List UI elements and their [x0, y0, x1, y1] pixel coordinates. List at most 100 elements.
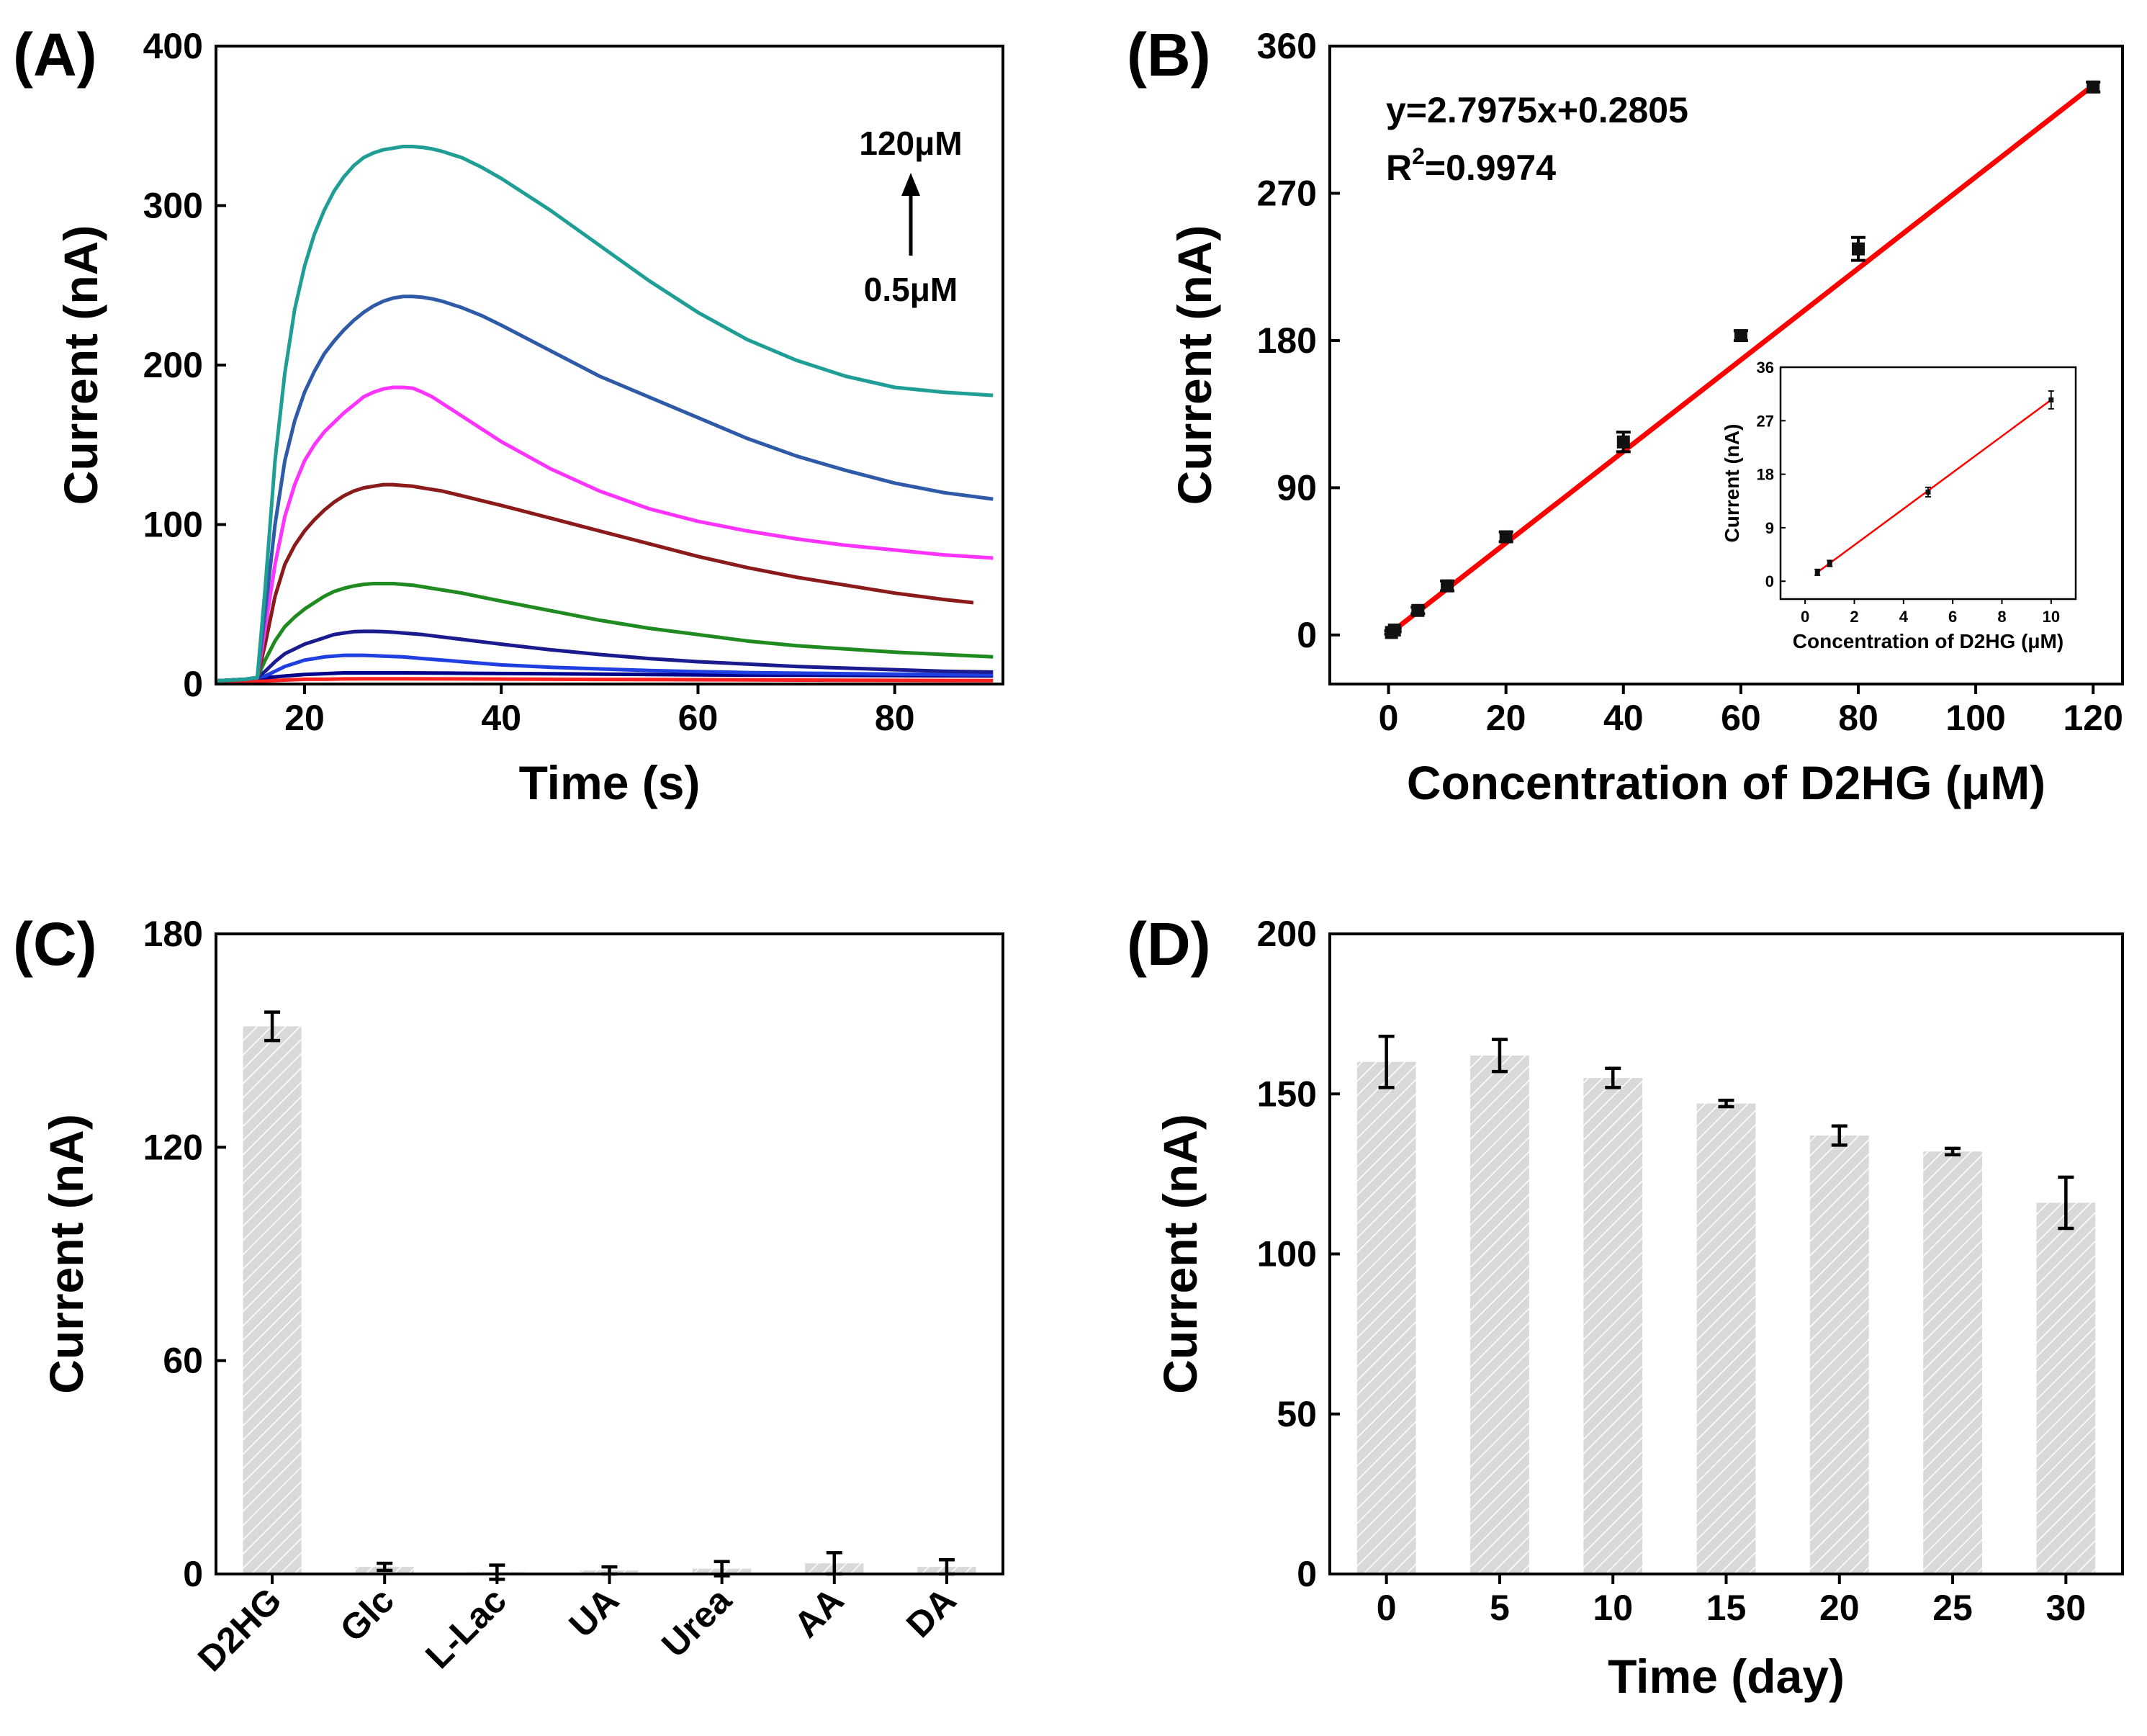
series-line	[215, 145, 994, 683]
inset-x-axis-title: Concentration of D2HG (μM)	[1793, 630, 2063, 652]
series-line	[215, 653, 994, 683]
x-tick-label: 0	[1379, 698, 1399, 738]
y-tick-label: 0	[1297, 1554, 1317, 1594]
y-tick-label: 150	[1257, 1074, 1317, 1114]
y-tick-label: 400	[143, 26, 203, 66]
inset-y-tick-label: 0	[1765, 572, 1774, 590]
panel-d: 0 50 100 150 200 (D) Current (nA) Time (day) 0 5 1…	[1127, 910, 2124, 1703]
data-point	[1441, 579, 1454, 593]
y-tick-label: 0	[183, 664, 203, 704]
x-tick-label: 120	[2063, 698, 2123, 738]
series-line	[215, 677, 994, 685]
x-tick-label: 15	[1706, 1588, 1747, 1628]
annotation-arrow-head	[901, 173, 920, 196]
r-squared: R2=0.9974	[1386, 143, 1556, 188]
x-axis-title: Concentration of D2HG (μM)	[1407, 756, 2045, 809]
y-tick-label: 50	[1277, 1394, 1317, 1434]
y-tick-label: 200	[143, 345, 203, 385]
data-point	[1734, 329, 1747, 343]
x-tick-label: 60	[1721, 698, 1761, 738]
x-tick-label: 100	[1945, 698, 2005, 738]
series-line	[215, 629, 994, 683]
y-tick-label: 60	[163, 1341, 203, 1381]
bar	[243, 1026, 302, 1574]
series-line	[215, 671, 994, 683]
y-axis-title: Current (nA)	[1153, 1114, 1207, 1394]
data-point	[1499, 530, 1513, 544]
x-tick-label: 40	[1603, 698, 1644, 738]
data-point	[1387, 624, 1401, 637]
inset-chart: 0 9 18 27 36 0 2 4 6 8 10 Concentration of D2HG (μM…	[1721, 359, 2077, 652]
y-tick-label: 120	[143, 1127, 203, 1167]
inset-x-tick-label: 8	[1997, 608, 2006, 626]
x-tick-label: 40	[481, 698, 521, 738]
inset-x-tick-label: 2	[1850, 608, 1858, 626]
inset-x-tick-label: 6	[1948, 608, 1957, 626]
r-squared-superscript: 2	[1412, 143, 1425, 169]
x-tick-label: 25	[1932, 1588, 1973, 1628]
x-tick-label: 20	[1486, 698, 1526, 738]
x-tick-label: 10	[1593, 1588, 1633, 1628]
y-tick-label: 100	[1257, 1234, 1317, 1274]
annotation-bottom-label: 0.5μM	[864, 271, 958, 308]
inset-y-axis-title: Current (nA)	[1721, 424, 1743, 543]
x-axis-title: Time (s)	[519, 756, 701, 809]
x-tick-label: 5	[1490, 1588, 1510, 1628]
y-tick-label: 180	[1257, 320, 1317, 361]
x-tick-label: 20	[1819, 1588, 1860, 1628]
y-axis-title: Current (nA)	[40, 1114, 93, 1394]
inset-x-tick-label: 0	[1801, 608, 1809, 626]
x-tick-label: 80	[875, 698, 915, 738]
x-axis-title: Time (day)	[1608, 1650, 1845, 1703]
series-line	[215, 385, 994, 683]
inset-data-point	[1925, 489, 1931, 495]
data-point	[1616, 435, 1630, 449]
y-axis-title: Current (nA)	[1168, 225, 1221, 505]
x-tick-label: Urea	[654, 1579, 739, 1665]
inset-y-tick-label: 27	[1757, 412, 1774, 430]
y-tick-label: 0	[1297, 615, 1317, 655]
inset-x-tick-label: 10	[2043, 608, 2060, 626]
plot-frame	[215, 932, 1004, 1575]
bar	[1583, 1078, 1643, 1574]
panel-label: (B)	[1127, 21, 1211, 89]
y-axis-title: Current (nA)	[54, 225, 107, 505]
panel-c: 0 60 120 180 (C) Current (nA) D2HG Glc L-Lac UA Ur…	[13, 910, 1004, 1679]
x-tick-label: 60	[678, 698, 719, 738]
r-squared-prefix: R	[1386, 148, 1412, 188]
bar	[1809, 1135, 1869, 1574]
panel-label: (C)	[13, 910, 97, 978]
series-line	[215, 582, 994, 683]
series-line	[215, 294, 994, 683]
panel-a: 0 100 200 300 400 20 40 60 80 (A) Current (nA) Time…	[13, 21, 1004, 809]
x-tick-label: D2HG	[190, 1580, 289, 1679]
data-point	[1852, 242, 1865, 256]
bar	[2036, 1202, 2096, 1574]
inset-y-tick-label: 18	[1757, 466, 1774, 484]
inset-x-tick-label: 4	[1899, 608, 1909, 626]
inset-data-point	[1814, 570, 1820, 575]
x-tick-label: L-Lac	[418, 1580, 514, 1676]
x-tick-label: AA	[786, 1580, 852, 1645]
r-squared-value: =0.9974	[1425, 148, 1556, 188]
x-tick-label: 0	[1377, 1588, 1397, 1628]
y-tick-label: 100	[143, 505, 203, 545]
y-tick-label: 360	[1257, 26, 1317, 66]
fit-equation: y=2.7975x+0.2805	[1386, 90, 1688, 130]
panel-label: (A)	[13, 21, 97, 89]
panel-label: (D)	[1127, 910, 1211, 978]
x-tick-label: DA	[899, 1580, 964, 1645]
y-tick-label: 200	[1257, 914, 1317, 954]
y-tick-label: 300	[143, 186, 203, 226]
inset-y-tick-label: 9	[1765, 519, 1774, 537]
x-tick-label: UA	[562, 1580, 627, 1645]
y-tick-label: 90	[1277, 467, 1317, 508]
series-line	[215, 482, 974, 683]
inset-frame	[1779, 366, 2077, 601]
inset-data-point	[1827, 560, 1832, 566]
bar	[1356, 1061, 1416, 1574]
x-tick-label: Glc	[332, 1580, 402, 1650]
inset-fit-line	[1817, 399, 2052, 573]
